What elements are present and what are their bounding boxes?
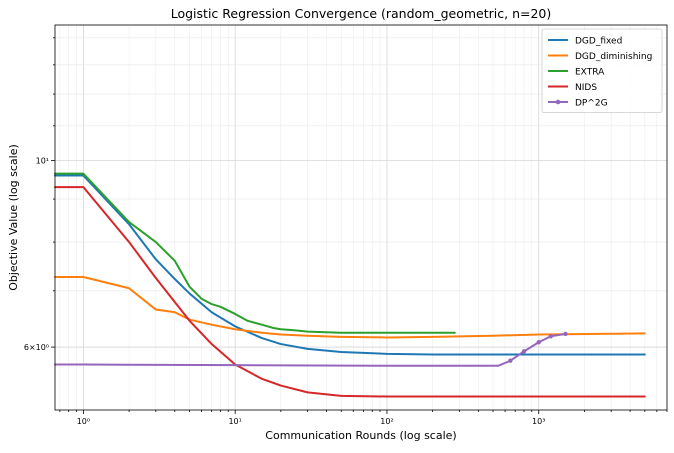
series-line-dp-2g (54, 332, 567, 367)
series-line-extra (54, 172, 456, 334)
legend-label-dp-2g: DP^2G (575, 99, 608, 109)
x-tick-label: 10² (380, 417, 393, 426)
legend-label-nids: NIDS (575, 83, 597, 93)
legend: DGD_fixed DGD_diminishing EXTRA NIDS DP^2G (541, 28, 663, 113)
x-tick-label: 10³ (532, 417, 545, 426)
chart-title: Logistic Regression Convergence (random_… (171, 6, 552, 21)
x-tick-label: 10⁰ (77, 417, 90, 426)
y-tick-label: 6×10⁰ (24, 343, 49, 352)
legend-box (541, 28, 663, 113)
series-line-dgd-diminishing (54, 276, 646, 339)
series-point-dp-2g (563, 331, 568, 337)
series-line-dgd-fixed (54, 174, 646, 356)
series-point-dp-2g (521, 349, 527, 354)
legend-label-dgd-fixed: DGD_fixed (575, 37, 622, 47)
series-point-dp-2g (536, 340, 541, 345)
series-point-dp-2g (548, 334, 553, 339)
y-tick-label: 10¹ (36, 157, 49, 166)
series-group (54, 172, 646, 398)
series-line-nids (54, 186, 646, 398)
legend-label-dgd-diminishing: DGD_diminishing (575, 52, 652, 62)
legend-label-extra: EXTRA (575, 68, 605, 78)
x-axis-label: Communication Rounds (log scale) (265, 429, 456, 442)
series-point-dp-2g (508, 358, 513, 363)
x-tick-label: 10¹ (228, 417, 241, 426)
y-axis-label: Objective Value (log scale) (7, 144, 20, 291)
axes-frame (54, 24, 668, 411)
legend-marker-dp-2g (555, 99, 561, 105)
